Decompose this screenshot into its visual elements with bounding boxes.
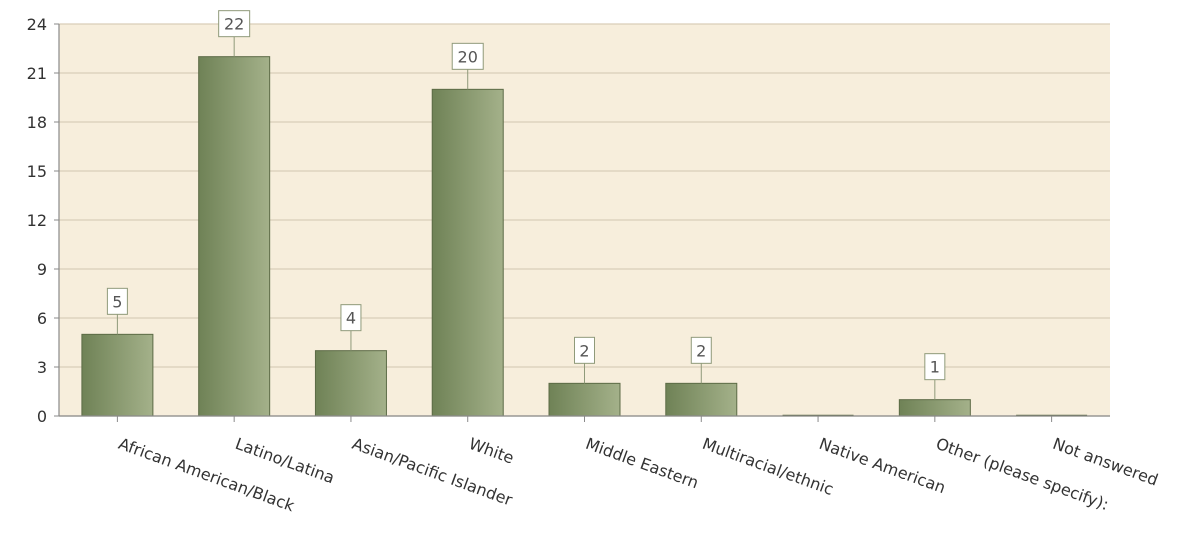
y-tick-label: 0 — [37, 407, 47, 426]
data-label-box — [924, 353, 946, 381]
bars — [81, 56, 1088, 417]
data-label: 20 — [458, 47, 478, 66]
bar — [898, 399, 971, 417]
data-label-box — [340, 304, 362, 332]
data-label: 1 — [930, 358, 940, 377]
bar — [431, 88, 504, 417]
x-category-label: White — [466, 434, 516, 468]
x-category-label: Multiracial/ethnic — [700, 434, 836, 499]
data-label: 5 — [112, 292, 122, 311]
data-label: 4 — [346, 309, 356, 328]
y-tick-label: 12 — [27, 211, 47, 230]
data-label-box — [218, 10, 251, 38]
data-label: 2 — [696, 341, 706, 360]
y-tick-label: 9 — [37, 260, 47, 279]
y-tick-label: 21 — [27, 64, 47, 83]
y-tick-label: 15 — [27, 162, 47, 181]
bar — [665, 382, 738, 417]
data-label-box — [574, 336, 595, 364]
data-label-box — [690, 336, 712, 364]
bar — [548, 382, 621, 417]
x-category-label: Middle Eastern — [583, 434, 701, 492]
data-label: 22 — [224, 15, 244, 34]
bar — [81, 333, 154, 417]
y-tick-label: 24 — [27, 15, 47, 34]
y-tick-label: 6 — [37, 309, 47, 328]
data-label: 2 — [579, 341, 589, 360]
data-label-box — [106, 287, 128, 315]
y-tick-label: 3 — [37, 358, 47, 377]
axes — [54, 23, 1110, 422]
y-tick-label: 18 — [27, 113, 47, 132]
data-label-box — [451, 42, 484, 70]
bar — [198, 56, 271, 417]
bar — [314, 350, 387, 417]
x-category-label: Native American — [817, 434, 949, 497]
y-axis-ticks: 0 3 6 9 12 15 18 21 24 — [27, 15, 47, 426]
